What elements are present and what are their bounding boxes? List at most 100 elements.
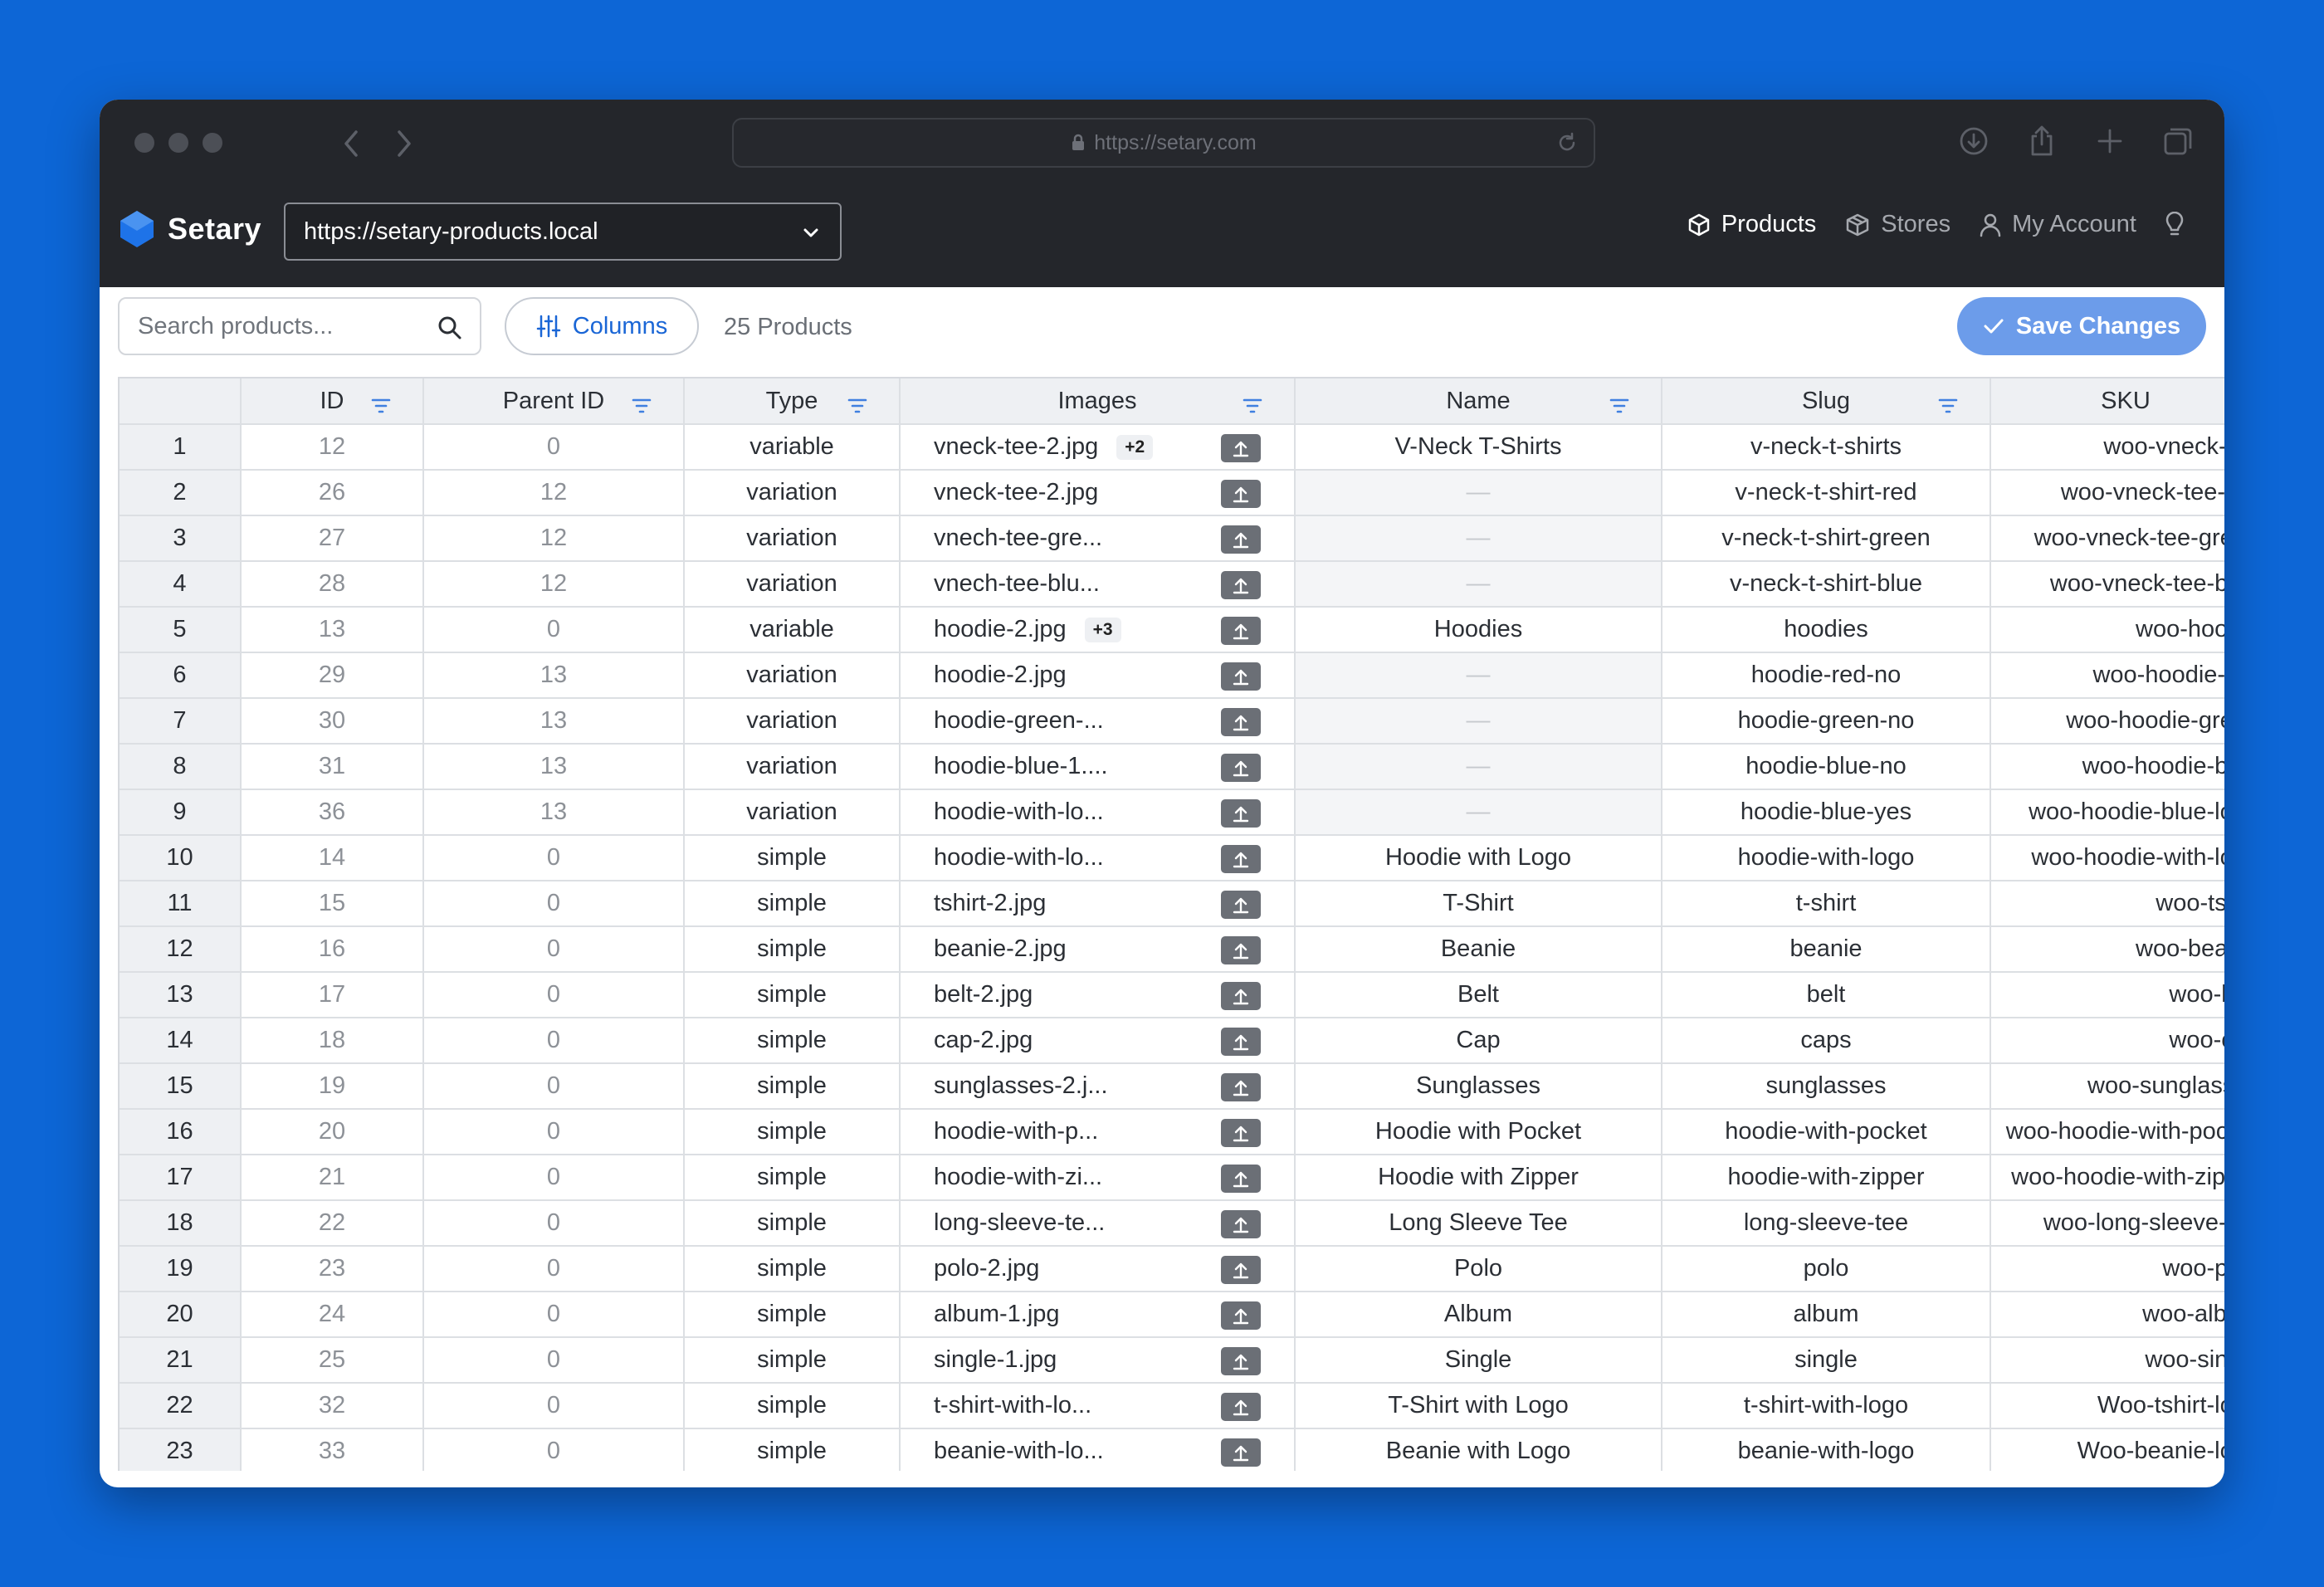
- cell-type[interactable]: variation: [684, 561, 901, 608]
- table-row[interactable]: 22 32 0 simple t-shirt-with-lo... T-Shirt wit…: [120, 1383, 2224, 1429]
- search-icon[interactable]: [437, 315, 463, 341]
- cell-parent-id[interactable]: 13: [423, 789, 685, 836]
- cell-name[interactable]: Hoodie with Zipper: [1295, 1155, 1662, 1201]
- cell-images[interactable]: vnech-tee-blu...: [900, 561, 1296, 608]
- cell-slug[interactable]: t-shirt-with-logo: [1662, 1383, 1991, 1429]
- cell-parent-id[interactable]: 13: [423, 744, 685, 790]
- filter-icon[interactable]: [847, 398, 867, 414]
- cell-name[interactable]: —: [1295, 515, 1662, 562]
- cell-slug[interactable]: beanie: [1662, 926, 1991, 973]
- cell-images[interactable]: t-shirt-with-lo...: [900, 1383, 1296, 1429]
- cell-parent-id[interactable]: 12: [423, 515, 685, 562]
- cell-parent-id[interactable]: 0: [423, 835, 685, 881]
- upload-image-button[interactable]: [1221, 708, 1261, 736]
- upload-image-button[interactable]: [1221, 1028, 1261, 1056]
- cell-parent-id[interactable]: 0: [423, 424, 685, 471]
- cell-name[interactable]: —: [1295, 561, 1662, 608]
- nav-stores[interactable]: Stores: [1844, 211, 1950, 238]
- table-row[interactable]: 10 14 0 simple hoodie-with-lo... Hoodie with …: [120, 835, 2224, 881]
- column-header-parent-id[interactable]: Parent ID: [423, 378, 685, 425]
- column-header-name[interactable]: Name: [1295, 378, 1662, 425]
- cell-slug[interactable]: v-neck-t-shirts: [1662, 424, 1991, 471]
- cell-slug[interactable]: hoodie-with-logo: [1662, 835, 1991, 881]
- cell-sku[interactable]: woo-single: [1990, 1337, 2224, 1384]
- cell-images[interactable]: long-sleeve-te...: [900, 1200, 1296, 1247]
- cell-parent-id[interactable]: 12: [423, 470, 685, 516]
- cell-slug[interactable]: hoodie-with-zipper: [1662, 1155, 1991, 1201]
- table-row[interactable]: 21 25 0 simple single-1.jpg Single single woo-s…: [120, 1337, 2224, 1384]
- cell-parent-id[interactable]: 0: [423, 1018, 685, 1064]
- cell-images[interactable]: hoodie-blue-1....: [900, 744, 1296, 790]
- cell-name[interactable]: Beanie: [1295, 926, 1662, 973]
- cell-images[interactable]: hoodie-green-...: [900, 698, 1296, 745]
- filter-icon[interactable]: [1609, 398, 1629, 414]
- cell-type[interactable]: simple: [684, 1292, 901, 1338]
- cell-slug[interactable]: polo: [1662, 1246, 1991, 1292]
- table-row[interactable]: 23 33 0 simple beanie-with-lo... Beanie with …: [120, 1428, 2224, 1471]
- cell-sku[interactable]: woo-vneck-tee-blue: [1990, 561, 2224, 608]
- cell-type[interactable]: simple: [684, 1063, 901, 1110]
- column-header-slug[interactable]: Slug: [1662, 378, 1991, 425]
- cell-parent-id[interactable]: 0: [423, 1337, 685, 1384]
- cell-sku[interactable]: Woo-beanie-logo: [1990, 1428, 2224, 1471]
- upload-image-button[interactable]: [1221, 936, 1261, 964]
- cell-sku[interactable]: woo-cap: [1990, 1018, 2224, 1064]
- cell-images[interactable]: vnech-tee-gre...: [900, 515, 1296, 562]
- store-url-select[interactable]: https://setary-products.local: [284, 203, 842, 261]
- cell-images[interactable]: hoodie-with-lo...: [900, 789, 1296, 836]
- cell-type[interactable]: variation: [684, 789, 901, 836]
- cell-sku[interactable]: woo-album: [1990, 1292, 2224, 1338]
- cell-name[interactable]: Single: [1295, 1337, 1662, 1384]
- cell-type[interactable]: simple: [684, 1428, 901, 1471]
- cell-name[interactable]: —: [1295, 744, 1662, 790]
- cell-slug[interactable]: sunglasses: [1662, 1063, 1991, 1110]
- tab-overview-button[interactable]: [2161, 125, 2195, 158]
- cell-type[interactable]: variation: [684, 744, 901, 790]
- upload-image-button[interactable]: [1221, 525, 1261, 554]
- cell-sku[interactable]: Woo-tshirt-logo: [1990, 1383, 2224, 1429]
- cell-type[interactable]: simple: [684, 1155, 901, 1201]
- cell-parent-id[interactable]: 0: [423, 607, 685, 653]
- more-images-badge[interactable]: +2: [1116, 434, 1154, 460]
- upload-image-button[interactable]: [1221, 662, 1261, 691]
- table-row[interactable]: 16 20 0 simple hoodie-with-p... Hoodie with P…: [120, 1109, 2224, 1155]
- minimize-window-button[interactable]: [168, 133, 188, 153]
- nav-products[interactable]: Products: [1687, 211, 1816, 238]
- cell-slug[interactable]: hoodie-green-no: [1662, 698, 1991, 745]
- cell-type[interactable]: variation: [684, 470, 901, 516]
- cell-name[interactable]: —: [1295, 470, 1662, 516]
- cell-sku[interactable]: woo-hoodie-with-zipper: [1990, 1155, 2224, 1201]
- table-row[interactable]: 8 31 13 variation hoodie-blue-1.... — hoodie-b…: [120, 744, 2224, 790]
- cell-parent-id[interactable]: 0: [423, 1109, 685, 1155]
- save-changes-button[interactable]: Save Changes: [1957, 297, 2206, 355]
- upload-image-button[interactable]: [1221, 1210, 1261, 1238]
- cell-sku[interactable]: woo-hoodie-red: [1990, 652, 2224, 699]
- cell-images[interactable]: beanie-2.jpg: [900, 926, 1296, 973]
- cell-parent-id[interactable]: 0: [423, 1383, 685, 1429]
- cell-images[interactable]: hoodie-2.jpg: [900, 652, 1296, 699]
- cell-parent-id[interactable]: 0: [423, 926, 685, 973]
- cell-images[interactable]: cap-2.jpg: [900, 1018, 1296, 1064]
- upload-image-button[interactable]: [1221, 1073, 1261, 1101]
- upload-image-button[interactable]: [1221, 1393, 1261, 1421]
- table-row[interactable]: 11 15 0 simple tshirt-2.jpg T-Shirt t-shirt woo…: [120, 881, 2224, 927]
- cell-type[interactable]: simple: [684, 1383, 901, 1429]
- cell-slug[interactable]: hoodie-blue-yes: [1662, 789, 1991, 836]
- column-header-type[interactable]: Type: [684, 378, 901, 425]
- table-row[interactable]: 7 30 13 variation hoodie-green-... — hoodie-gr…: [120, 698, 2224, 745]
- upload-image-button[interactable]: [1221, 1119, 1261, 1147]
- table-row[interactable]: 6 29 13 variation hoodie-2.jpg — hoodie-red-no…: [120, 652, 2224, 699]
- cell-name[interactable]: T-Shirt: [1295, 881, 1662, 927]
- cell-sku[interactable]: woo-hoodie-blue: [1990, 744, 2224, 790]
- upload-image-button[interactable]: [1221, 799, 1261, 828]
- table-row[interactable]: 2 26 12 variation vneck-tee-2.jpg — v-neck-t-s…: [120, 470, 2224, 516]
- back-button[interactable]: [335, 128, 367, 159]
- cell-name[interactable]: T-Shirt with Logo: [1295, 1383, 1662, 1429]
- table-row[interactable]: 15 19 0 simple sunglasses-2.j... Sunglasses su…: [120, 1063, 2224, 1110]
- cell-parent-id[interactable]: 0: [423, 1200, 685, 1247]
- reload-button[interactable]: [1555, 131, 1579, 160]
- cell-type[interactable]: simple: [684, 1200, 901, 1247]
- upload-image-button[interactable]: [1221, 1347, 1261, 1375]
